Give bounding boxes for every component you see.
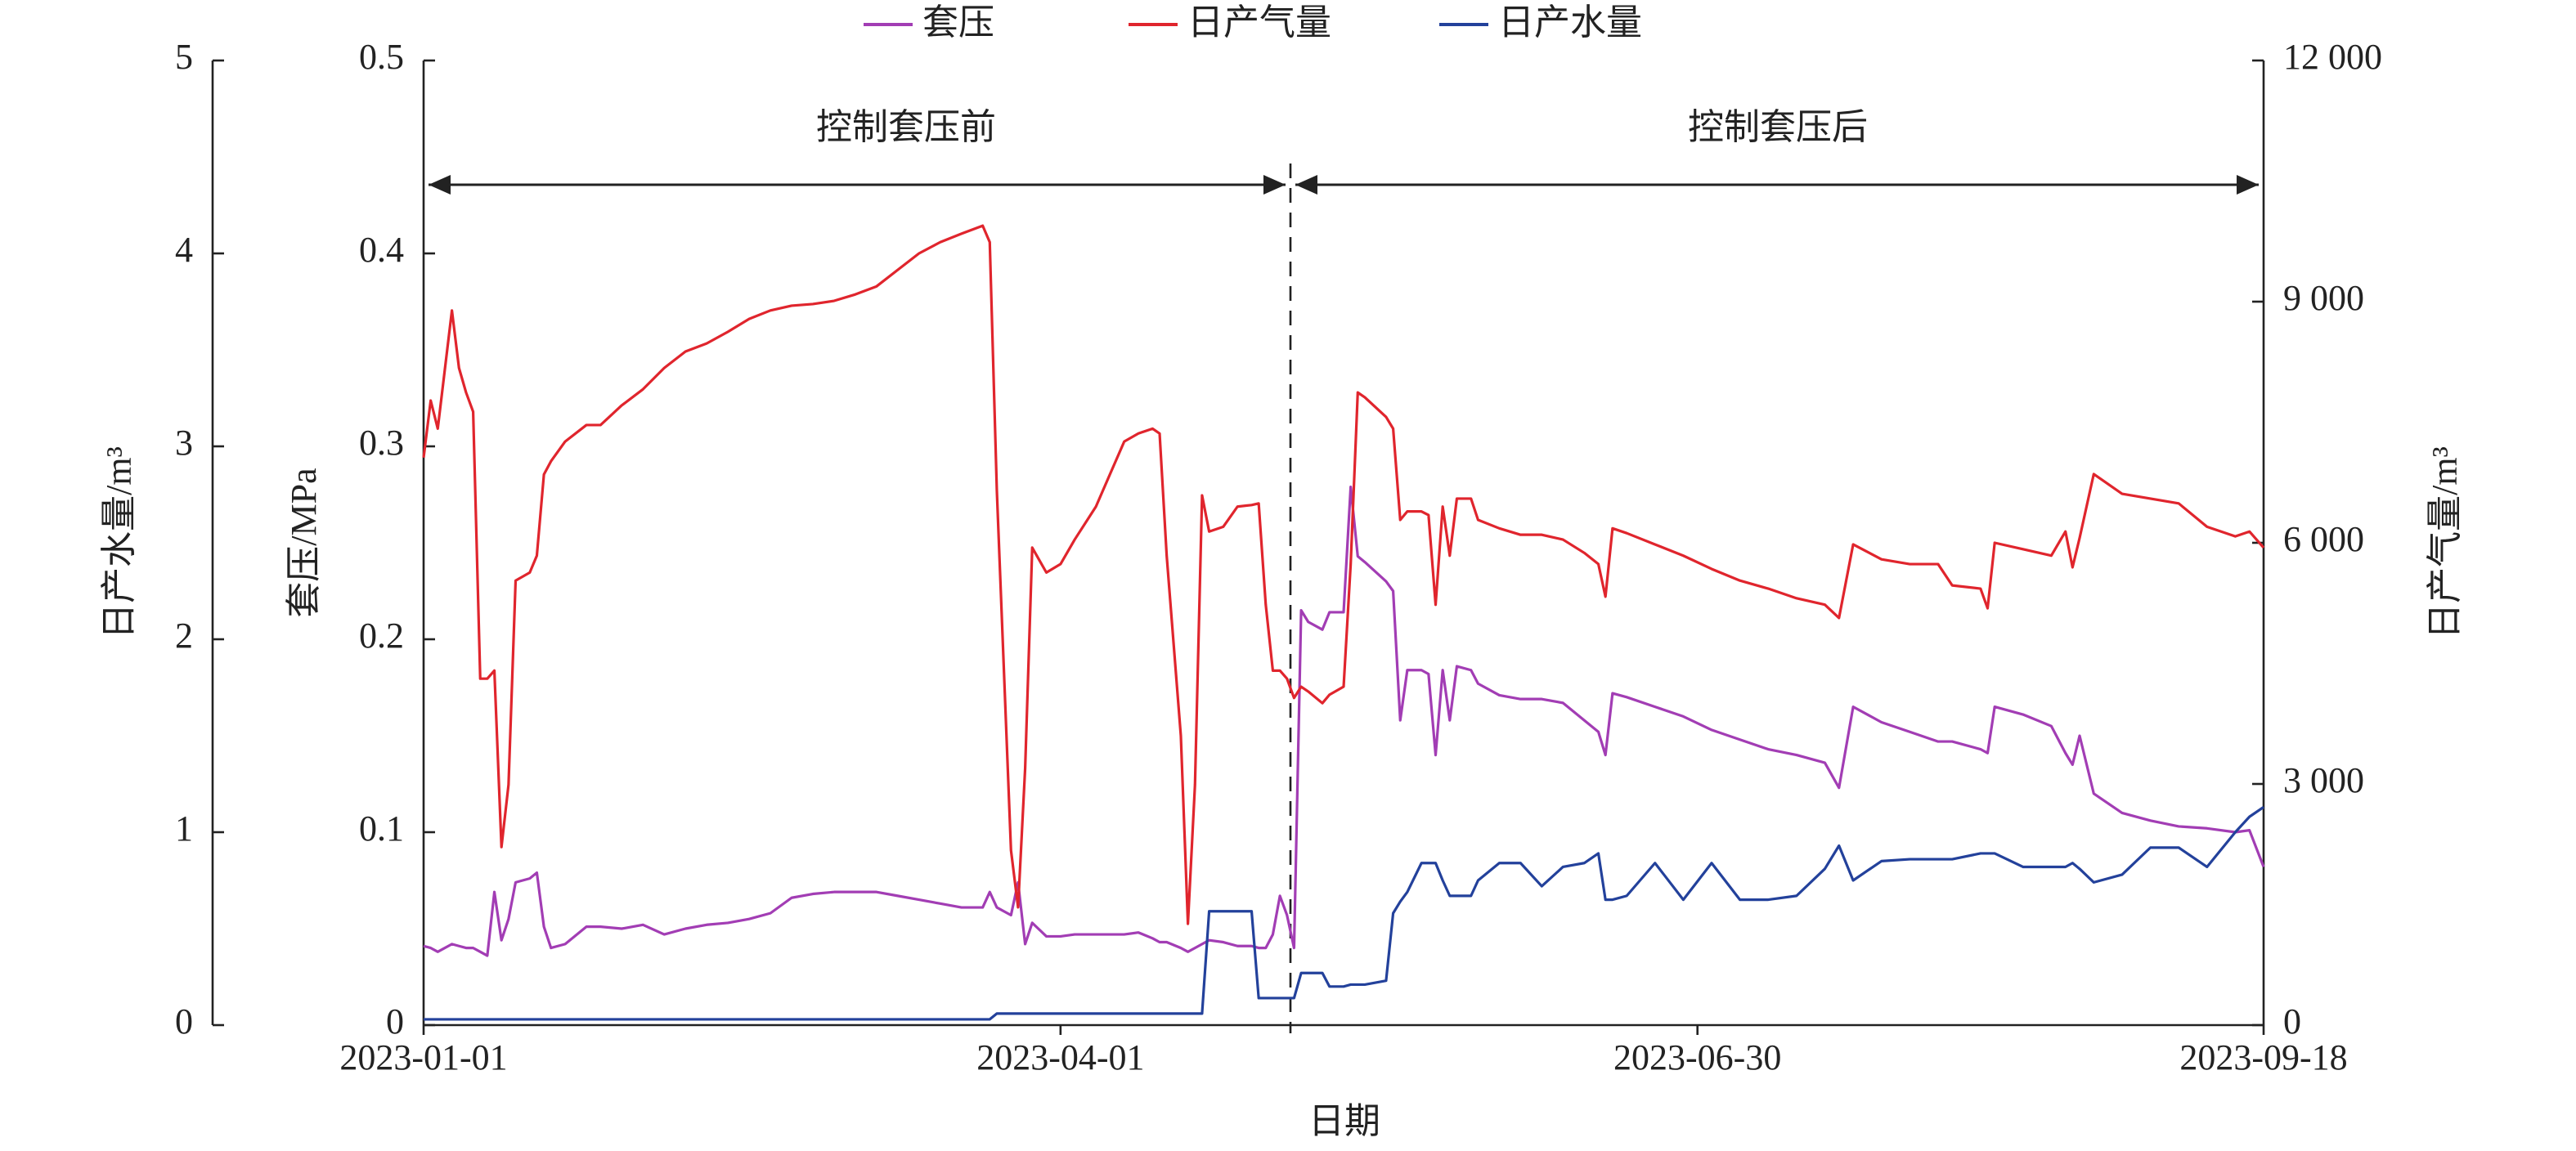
x-tick-label: 2023-04-01 [976,1037,1144,1077]
y3-tick-label: 0.4 [359,230,404,270]
y3-tick-label: 0.5 [359,37,404,77]
x-tick-label: 2023-09-18 [2179,1037,2347,1077]
x-tick-label: 2023-06-30 [1613,1037,1781,1077]
series-line [424,805,2264,1021]
series-line [422,224,2265,925]
y3-axis-label: 套压/MPa [284,468,324,617]
y2-tick-label: 3 000 [2283,760,2364,800]
y-tick-label: 2 [175,616,193,656]
series-line [423,485,2265,957]
x-axis-label: 日期 [1308,1101,1380,1141]
y-tick-label: 3 [175,423,193,463]
y-axis-label: 日产水量/m³ [99,446,139,639]
y3-tick-label: 0.3 [359,423,404,463]
y2-tick-label: 9 000 [2283,278,2364,318]
x-tick-label: 2023-01-01 [339,1037,507,1077]
annotation: 控制套压前 [816,107,996,147]
y-tick-label: 1 [175,808,193,849]
y3-tick-label: 0.2 [359,616,404,656]
y2-tick-label: 0 [2283,1001,2301,1041]
legend-label: 日产气量 [1187,2,1331,43]
y2-tick-label: 12 000 [2283,37,2382,77]
y-tick-label: 0 [175,1001,193,1041]
y3-tick-label: 0 [386,1001,404,1041]
y2-tick-label: 6 000 [2283,519,2364,559]
y3-tick-label: 0.1 [359,808,404,849]
legend-label: 日产水量 [1498,2,1642,43]
y2-axis-label: 日产气量/m³ [2425,446,2465,639]
y-tick-label: 4 [175,230,193,270]
annotation: 控制套压后 [1688,107,1868,147]
y-tick-label: 5 [175,37,193,77]
legend-label: 套压 [922,2,994,43]
